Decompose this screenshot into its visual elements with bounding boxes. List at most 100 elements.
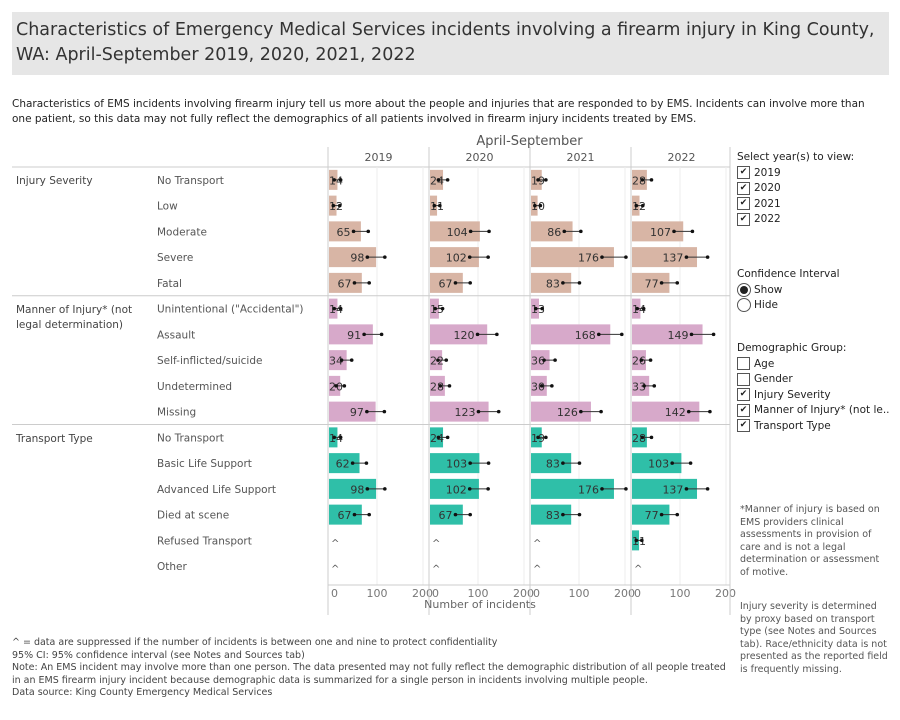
suppressed-marker: ^ <box>634 564 642 575</box>
ci-high-dot <box>708 409 712 414</box>
option-label: 2020 <box>754 182 781 195</box>
ci-option-hide[interactable]: Hide <box>737 298 840 314</box>
bar <box>632 169 647 190</box>
ci-high-dot <box>648 358 653 362</box>
bar <box>430 427 444 448</box>
x-tick-label: 100 <box>367 587 388 600</box>
data-label: 33 <box>632 380 646 393</box>
bar <box>531 350 550 371</box>
ci-low-dot <box>642 384 646 388</box>
data-label: 14 <box>329 432 343 445</box>
ci-high-dot <box>349 358 354 362</box>
data-label: 13 <box>531 303 545 316</box>
ci-low-dot <box>362 332 366 337</box>
ci-high-dot <box>496 409 501 414</box>
ci-high-dot <box>705 255 710 259</box>
page-title: Characteristics of Emergency Medical Ser… <box>16 20 875 65</box>
bar <box>632 504 670 525</box>
ci-high-dot <box>553 358 557 362</box>
data-label: 12 <box>632 200 646 213</box>
data-label: 26 <box>632 355 646 368</box>
checkbox-2021[interactable]: ✔ 2021 <box>737 196 854 212</box>
footnote: Note: An EMS incident may involve more t… <box>12 662 726 686</box>
checkbox-icon[interactable]: ✔ <box>737 403 750 417</box>
checkbox-icon[interactable]: ✔ <box>737 166 750 180</box>
ci-high-dot <box>690 229 695 234</box>
ci-low-dot <box>467 255 472 259</box>
suppressed-marker: ^ <box>533 538 541 549</box>
ci-high-dot <box>675 281 680 285</box>
ci-low-dot <box>453 281 458 285</box>
radio-icon[interactable] <box>737 282 751 297</box>
suppressed-marker: ^ <box>432 564 440 575</box>
checkbox-icon[interactable] <box>737 372 750 386</box>
checkbox-icon[interactable]: ✔ <box>737 388 750 402</box>
ci-low-dot <box>689 332 694 337</box>
ci-high-dot <box>544 435 548 440</box>
bar <box>430 221 480 242</box>
row-label: Other <box>157 561 187 573</box>
ci-low-dot <box>453 512 458 517</box>
ci-option-show[interactable]: Show <box>737 282 840 298</box>
ci-low-dot <box>365 255 370 259</box>
checkbox-2019[interactable]: ✔ 2019 <box>737 165 854 181</box>
data-label: 28 <box>430 380 444 393</box>
data-label: 62 <box>336 458 350 471</box>
ci-high-dot <box>383 255 387 259</box>
data-label: 120 <box>454 329 475 342</box>
radio-icon[interactable] <box>737 298 751 313</box>
suppressed-marker: ^ <box>331 538 339 549</box>
row-label: Assault <box>157 329 195 341</box>
bar <box>430 324 488 345</box>
ci-low-dot <box>436 178 441 182</box>
row-label: Advanced Life Support <box>157 484 276 496</box>
ci-low-dot <box>352 281 357 285</box>
ci-high-dot <box>444 358 449 362</box>
checkbox-icon[interactable]: ✔ <box>737 197 750 211</box>
checkbox-icon[interactable]: ✔ <box>737 212 750 226</box>
row-label: Refused Transport <box>157 535 252 547</box>
checkbox-2020[interactable]: ✔ 2020 <box>737 181 854 197</box>
checkbox-manner-of-injury-not-le-[interactable]: ✔ Manner of Injury* (not le.. <box>737 403 890 419</box>
bar <box>430 453 480 474</box>
row-label: Undetermined <box>157 381 232 393</box>
x-tick-label: 200 <box>513 587 534 600</box>
ci-filter: Confidence Interval Show Hide <box>737 268 840 313</box>
checkbox-injury-severity[interactable]: ✔ Injury Severity <box>737 387 890 403</box>
checkbox-icon[interactable]: ✔ <box>737 181 750 195</box>
ci-low-dot <box>476 409 481 414</box>
description: Characteristics of EMS incidents involvi… <box>12 98 865 125</box>
data-label: 98 <box>350 252 364 265</box>
checkbox-icon[interactable]: ✔ <box>737 419 750 433</box>
ci-high-dot <box>640 203 645 208</box>
checkbox-age[interactable]: Age <box>737 356 890 372</box>
group-label: Injury Severity <box>16 175 93 187</box>
ci-low-dot <box>561 512 565 517</box>
checkbox-transport-type[interactable]: ✔ Transport Type <box>737 418 890 434</box>
ci-low-dot <box>635 306 640 311</box>
bar <box>531 272 572 293</box>
data-label: 98 <box>350 483 364 496</box>
x-tick-label: 0 <box>331 587 338 600</box>
ci-low-dot <box>634 203 639 208</box>
ci-high-dot <box>367 512 371 517</box>
ci-low-dot <box>659 281 664 285</box>
checkbox-gender[interactable]: Gender <box>737 372 890 388</box>
data-label: 103 <box>446 458 467 471</box>
year-header-2021: 2021 <box>566 151 595 164</box>
data-label: 14 <box>329 174 343 187</box>
data-label: 28 <box>632 174 646 187</box>
row-label: Low <box>157 201 178 213</box>
x-tick-label: 0 <box>533 587 540 600</box>
ci-high-dot <box>641 306 646 311</box>
checkbox-2022[interactable]: ✔ 2022 <box>737 212 854 228</box>
x-tick-label: 100 <box>468 587 489 600</box>
data-label: 10 <box>531 200 545 213</box>
checkbox-icon[interactable] <box>737 357 750 371</box>
ci-low-dot <box>351 229 356 234</box>
x-tick-label: 100 <box>569 587 590 600</box>
data-label: 126 <box>557 406 578 419</box>
bar <box>632 478 698 499</box>
bar <box>329 221 361 242</box>
